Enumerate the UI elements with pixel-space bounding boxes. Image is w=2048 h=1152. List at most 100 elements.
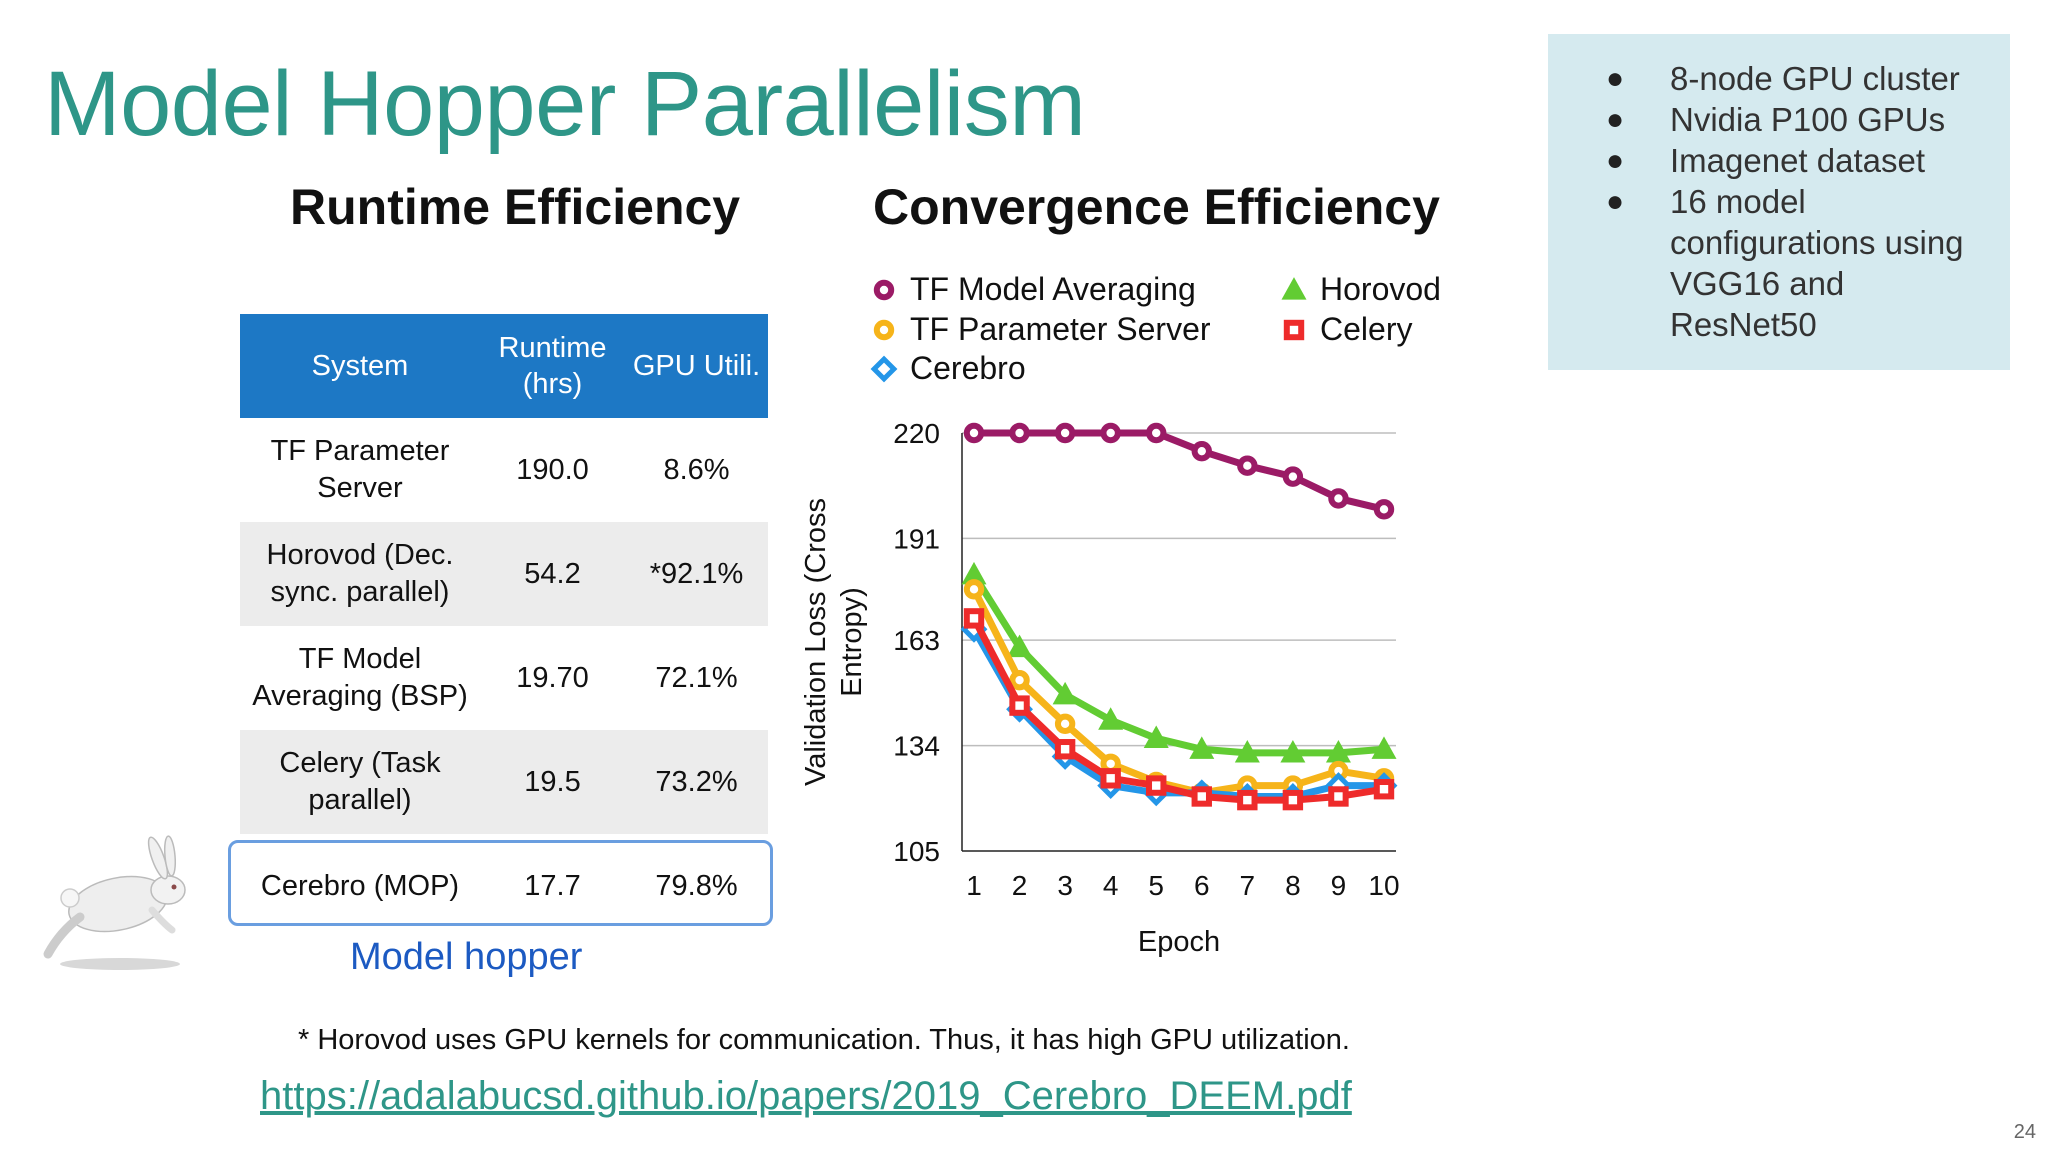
info-bullet: ● Nvidia P100 GPUs: [1548, 99, 1990, 140]
chart-axes: [961, 433, 1396, 852]
page-number: 24: [2013, 1121, 2036, 1143]
series-line: [970, 587, 1385, 797]
data-point: [1007, 634, 1033, 658]
data-point: [1373, 779, 1395, 800]
cell-runtime: 17.7: [524, 869, 581, 902]
cell-gpu: *92.1%: [625, 522, 768, 626]
header-gpu: GPU Utili.: [625, 314, 768, 418]
x-tick-label: 3: [1057, 870, 1073, 901]
x-tick-label: 7: [1240, 870, 1256, 901]
table-row: TF Model Averaging (BSP) 19.70 72.1%: [240, 626, 768, 730]
info-bullet-list: ● 8-node GPU cluster ● Nvidia P100 GPUs ● I…: [1548, 34, 2010, 345]
series-horovod: [961, 561, 1397, 763]
table-row: Horovod (Dec. sync. parallel) 54.2 *92.1…: [240, 522, 768, 626]
data-point: [963, 608, 985, 629]
x-tick-label: 1: [966, 870, 982, 901]
chart-labels: 105 134 163 191 220 1 2 3 4 5 6 7 8 9 10 Epoch Validatio…: [800, 418, 1400, 958]
footnote: * Horovod uses GPU kernels for communica…: [298, 1024, 1350, 1056]
x-tick-label: 2: [1012, 870, 1028, 901]
x-tick-label: 6: [1194, 870, 1210, 901]
data-point: [873, 279, 895, 301]
series-line: [971, 572, 1385, 757]
info-box: ● 8-node GPU cluster ● Nvidia P100 GPUs ● I…: [1548, 34, 2010, 370]
data-point: [1237, 455, 1258, 476]
cell-system: Celery (Task parallel): [240, 730, 480, 834]
table-row: Cerebro (MOP) 17.7 79.8%: [240, 834, 768, 938]
cell-system: TF Parameter Server: [270, 435, 450, 504]
model-hopper-label: Model hopper: [350, 936, 583, 978]
bullet-dot-icon: ●: [1606, 103, 1625, 136]
data-point: [1282, 789, 1304, 811]
x-tick-label: 4: [1103, 870, 1119, 901]
info-bullet-text: Imagenet dataset: [1670, 142, 1926, 179]
data-point: [1280, 740, 1306, 763]
series-celery: [963, 608, 1395, 811]
x-tick-label: 10: [1368, 870, 1399, 901]
series-tf-parameter-server: [963, 579, 1395, 804]
data-point: [1009, 669, 1030, 691]
data-point: [873, 319, 895, 341]
cell-runtime: 19.70: [516, 661, 589, 694]
header-system: System: [240, 314, 480, 418]
cell-runtime: 54.2: [480, 522, 625, 626]
cell-runtime: 190.0: [516, 453, 589, 486]
cerebro-highlight-box: [228, 840, 773, 926]
series-line: [970, 627, 1384, 800]
paper-link[interactable]: https://adalabucsd.github.io/papers/2019…: [260, 1074, 1352, 1118]
cell-system: Horovod (Dec. sync. parallel): [240, 522, 480, 626]
y-tick-label: 191: [893, 523, 940, 554]
data-point: [1098, 707, 1124, 730]
y-axis-title: Validation Loss (Cross Entropy): [800, 498, 868, 786]
data-point: [1281, 277, 1307, 300]
info-bullet-text: Nvidia P100 GPUs: [1670, 101, 1946, 138]
cell-gpu: 72.1%: [655, 661, 738, 694]
table-row: TF Parameter Server 190.0 8.6%: [240, 418, 768, 522]
legend-label: TF Model Averaging: [910, 271, 1196, 307]
data-point: [1143, 725, 1169, 748]
data-point: [1234, 740, 1260, 763]
series-line: [970, 616, 1385, 804]
rabbit-icon: [43, 835, 186, 970]
info-bullet-text: 8-node GPU cluster: [1670, 60, 1960, 97]
chart-legend: TF Model Averaging TF Parameter ServerCer…: [870, 271, 1441, 386]
legend-item: Horovod: [1281, 271, 1441, 307]
data-point: [1191, 440, 1212, 462]
legend-item: Cerebro: [870, 350, 1026, 386]
cell-gpu: 73.2%: [625, 730, 768, 834]
info-bullet: ● Imagenet dataset: [1548, 140, 1990, 181]
data-point: [1146, 775, 1167, 796]
data-point: [1371, 736, 1397, 759]
x-tick-label: 5: [1148, 870, 1164, 901]
runtime-heading: Runtime Efficiency: [290, 179, 741, 235]
data-point: [963, 422, 985, 444]
data-point: [1100, 768, 1121, 789]
cell-runtime: 19.5: [480, 730, 625, 834]
table-row: Celery (Task parallel) 19.5 73.2%: [240, 730, 768, 834]
data-point: [1054, 713, 1076, 734]
bullet-dot-icon: ●: [1606, 62, 1625, 95]
data-point: [1191, 786, 1212, 807]
y-tick-label: 105: [893, 836, 940, 867]
data-point: [1054, 739, 1076, 760]
cell-gpu: 8.6%: [663, 453, 730, 486]
chart-series: [960, 422, 1398, 811]
convergence-heading: Convergence Efficiency: [873, 179, 1440, 235]
legend-label: Horovod: [1320, 271, 1441, 307]
data-point: [1052, 681, 1078, 705]
data-point: [1282, 466, 1304, 487]
x-axis-title: Epoch: [1138, 926, 1220, 958]
data-point: [870, 355, 898, 383]
data-point: [1328, 488, 1349, 509]
data-point: [1054, 422, 1076, 444]
info-bullet: ● 8-node GPU cluster: [1548, 58, 1990, 99]
cell-gpu: 79.8%: [655, 869, 738, 902]
data-point: [1328, 786, 1349, 807]
header-runtime: Runtime (hrs): [480, 314, 625, 418]
data-point: [1146, 422, 1167, 444]
legend-label: Cerebro: [910, 350, 1026, 386]
y-tick-label: 134: [893, 731, 940, 762]
legend-label: Celery: [1320, 311, 1412, 347]
slide-title: Model Hopper Parallelism: [44, 53, 1086, 155]
bullet-dot-icon: ●: [1606, 185, 1625, 218]
table-header-row: System Runtime (hrs) GPU Utili.: [240, 314, 768, 418]
